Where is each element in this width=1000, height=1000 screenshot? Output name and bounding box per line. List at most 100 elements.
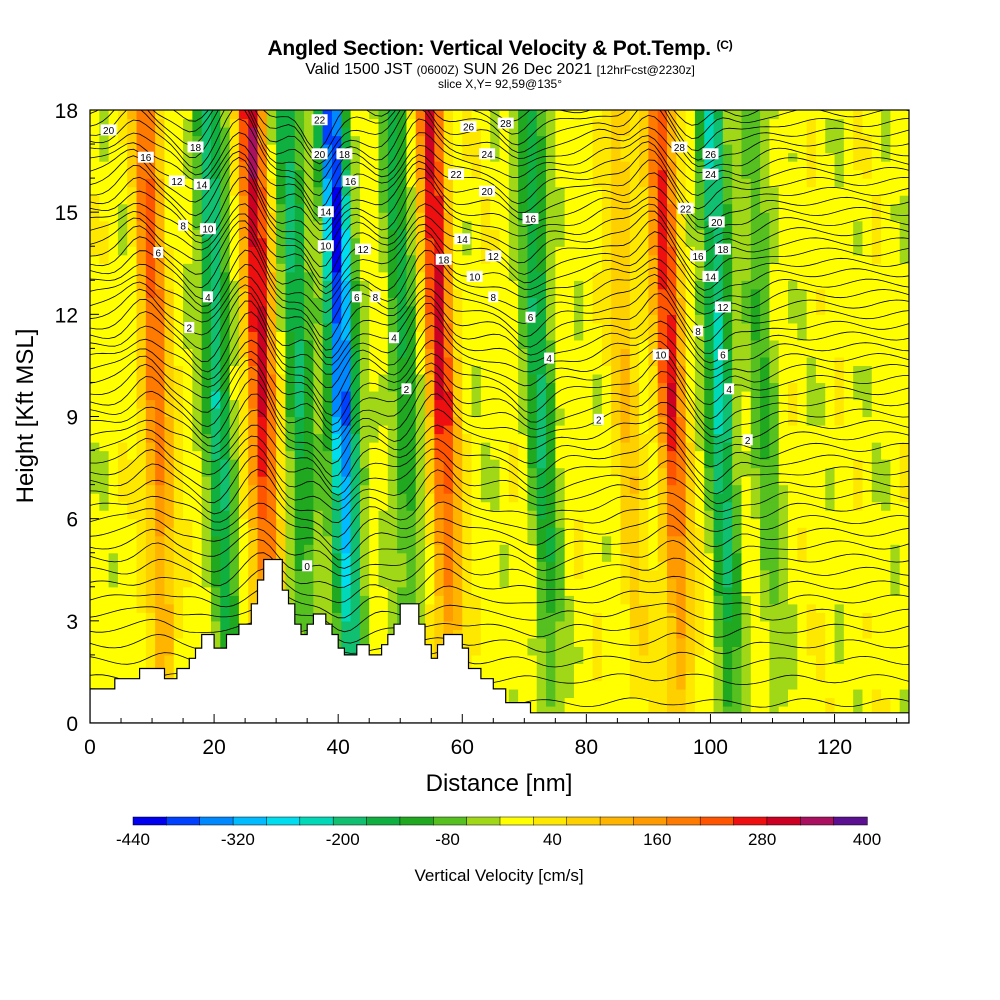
field-cell — [546, 655, 556, 664]
field-cell — [537, 570, 547, 579]
field-cell — [369, 314, 379, 323]
field-cell — [583, 246, 593, 255]
field-cell — [751, 493, 761, 502]
field-cell — [853, 425, 863, 434]
field-cell — [211, 331, 221, 340]
field-cell — [90, 280, 100, 289]
field-cell — [872, 646, 882, 655]
field-cell — [509, 434, 519, 443]
field-cell — [816, 263, 826, 272]
field-cell — [444, 297, 454, 306]
field-cell — [472, 408, 482, 417]
field-cell — [769, 451, 779, 460]
field-cell — [620, 493, 630, 502]
field-cell — [732, 502, 742, 511]
field-cell — [388, 297, 398, 306]
field-cell — [425, 297, 435, 306]
field-cell — [174, 417, 184, 426]
field-cell — [285, 391, 295, 400]
field-cell — [872, 476, 882, 485]
field-cell — [481, 323, 491, 332]
field-cell — [276, 391, 286, 400]
field-cell — [481, 578, 491, 587]
field-cell — [881, 587, 891, 596]
field-cell — [788, 663, 798, 672]
field-cell — [704, 689, 714, 698]
field-cell — [741, 655, 751, 664]
field-cell — [155, 655, 165, 664]
field-cell — [202, 476, 212, 485]
field-cell — [90, 527, 100, 536]
field-cell — [481, 544, 491, 553]
field-cell — [881, 689, 891, 698]
field-cell — [723, 374, 733, 383]
field-cell — [444, 621, 454, 630]
field-cell — [379, 246, 389, 255]
field-cell — [230, 502, 240, 511]
field-cell — [593, 434, 603, 443]
field-cell — [509, 527, 519, 536]
field-cell — [434, 629, 444, 638]
field-cell — [388, 587, 398, 596]
field-cell — [388, 468, 398, 477]
field-cell — [555, 408, 565, 417]
field-cell — [230, 476, 240, 485]
field-cell — [99, 323, 109, 332]
field-cell — [881, 663, 891, 672]
field-cell — [620, 689, 630, 698]
field-cell — [862, 621, 872, 630]
field-cell — [779, 280, 789, 289]
cross-section-chart: 20161812 148 106422220 18161410 126 84226 2822… — [0, 0, 1000, 1000]
field-cell — [639, 314, 649, 323]
field-cell — [890, 340, 900, 349]
field-cell — [658, 502, 668, 511]
field-cell — [667, 527, 677, 536]
field-cell — [639, 289, 649, 298]
field-cell — [239, 442, 249, 451]
field-cell — [313, 578, 323, 587]
field-cell — [667, 323, 677, 332]
field-cell — [890, 553, 900, 562]
field-cell — [220, 578, 230, 587]
field-cell — [862, 246, 872, 255]
field-cell — [285, 527, 295, 536]
field-cell — [751, 595, 761, 604]
field-cell — [862, 289, 872, 298]
field-cell — [862, 451, 872, 460]
field-cell — [825, 493, 835, 502]
field-cell — [425, 604, 435, 613]
field-cell — [416, 553, 426, 562]
field-cell — [593, 527, 603, 536]
field-cell — [797, 263, 807, 272]
field-cell — [462, 553, 472, 562]
field-cell — [658, 536, 668, 545]
field-cell — [155, 417, 165, 426]
field-cell — [500, 638, 510, 647]
field-cell — [555, 553, 565, 562]
field-cell — [99, 493, 109, 502]
field-cell — [518, 561, 528, 570]
field-cell — [593, 263, 603, 272]
field-cell — [137, 595, 147, 604]
field-cell — [658, 621, 668, 630]
field-cell — [881, 578, 891, 587]
field-cell — [304, 374, 314, 383]
field-cell — [555, 519, 565, 528]
field-cell — [434, 399, 444, 408]
field-cell — [425, 570, 435, 579]
field-cell — [816, 570, 826, 579]
field-cell — [183, 263, 193, 272]
field-cell — [164, 434, 174, 443]
field-cell — [369, 476, 379, 485]
field-cell — [174, 476, 184, 485]
field-cell — [434, 357, 444, 366]
field-cell — [444, 502, 454, 511]
field-cell — [723, 425, 733, 434]
field-cell — [658, 595, 668, 604]
field-cell — [360, 348, 370, 357]
field-cell — [230, 255, 240, 264]
field-cell — [490, 544, 500, 553]
field-cell — [379, 536, 389, 545]
field-cell — [630, 527, 640, 536]
field-cell — [658, 280, 668, 289]
